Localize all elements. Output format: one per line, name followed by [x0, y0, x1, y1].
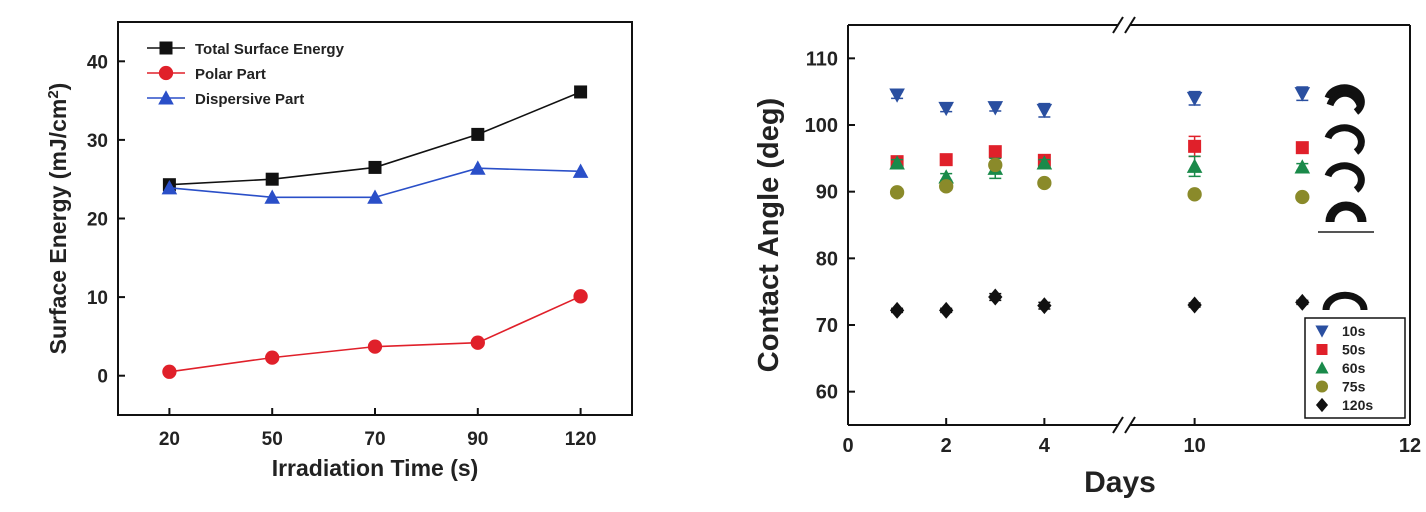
- y-tick-label: 10: [87, 288, 108, 309]
- marker: [1188, 139, 1202, 153]
- axis-break: [1124, 16, 1136, 34]
- marker: [162, 364, 177, 379]
- marker: [939, 179, 954, 194]
- x-tick-label: 10: [1183, 435, 1205, 457]
- y-axis-title: Contact Angle (deg): [753, 98, 785, 372]
- series-line: [169, 295, 581, 373]
- droplet: [1322, 291, 1368, 311]
- legend-label: 120s: [1342, 397, 1373, 413]
- marker: [1036, 155, 1053, 170]
- marker: [574, 85, 588, 99]
- droplet: [1324, 84, 1365, 115]
- marker: [572, 163, 589, 178]
- x-tick-label: 70: [364, 429, 385, 450]
- marker: [158, 90, 174, 105]
- marker: [988, 157, 1003, 173]
- axis-break: [1124, 416, 1136, 434]
- y-axis-title: Surface Energy (mJ/cm2): [45, 83, 72, 355]
- marker: [161, 180, 178, 195]
- marker: [938, 101, 954, 117]
- marker: [1186, 158, 1203, 173]
- marker: [1295, 189, 1310, 205]
- marker: [889, 155, 905, 170]
- y-axis-title-part: Surface Energy (mJ/cm: [45, 99, 71, 355]
- y-tick-label: 110: [806, 48, 838, 70]
- marker: [1295, 141, 1309, 155]
- marker: [1186, 91, 1203, 107]
- marker: [1315, 325, 1329, 338]
- x-tick-label: 0: [842, 435, 853, 457]
- legend-label: 50s: [1342, 342, 1366, 358]
- x-tick-label: 120: [565, 429, 597, 450]
- y-tick-label: 20: [87, 210, 108, 231]
- marker: [889, 185, 905, 200]
- marker: [988, 145, 1002, 159]
- x-tick-label: 90: [467, 429, 488, 450]
- marker: [471, 127, 485, 141]
- y-tick-label: 0: [97, 367, 108, 388]
- marker: [1187, 187, 1202, 202]
- x-tick-label: 12: [1399, 435, 1421, 457]
- x-tick-label: 4: [1039, 435, 1051, 457]
- droplet: [1324, 124, 1365, 155]
- droplet: [1325, 201, 1367, 223]
- marker: [1294, 159, 1311, 174]
- marker: [367, 339, 383, 354]
- marker: [1187, 296, 1202, 314]
- marker: [1315, 380, 1329, 393]
- marker: [939, 153, 953, 167]
- marker: [265, 350, 280, 365]
- y-tick-label: 100: [805, 115, 838, 137]
- marker: [158, 65, 174, 81]
- y-tick-label: 30: [87, 131, 108, 152]
- marker: [1315, 361, 1329, 374]
- x-axis-title: Irradiation Time (s): [272, 455, 479, 481]
- axis-break: [1112, 416, 1124, 434]
- legend-label: 75s: [1342, 379, 1366, 395]
- axis-break: [1112, 16, 1124, 34]
- marker: [368, 160, 382, 174]
- legend-label: Total Surface Energy: [195, 41, 345, 58]
- marker: [1036, 103, 1053, 119]
- y-tick-label: 80: [816, 248, 838, 270]
- x-tick-label: 20: [159, 429, 180, 450]
- marker: [889, 301, 905, 319]
- y-tick-label: 60: [816, 382, 838, 404]
- x-tick-label: 50: [262, 429, 283, 450]
- y-tick-label: 40: [87, 52, 108, 73]
- legend-label: 60s: [1342, 360, 1366, 376]
- y-axis-title-part: 2: [45, 90, 62, 98]
- marker: [1316, 344, 1328, 355]
- marker: [938, 169, 954, 184]
- droplet-icons: [1322, 84, 1368, 311]
- marker: [1295, 293, 1310, 311]
- x-tick-label: 2: [941, 435, 952, 457]
- droplet: [1324, 162, 1365, 193]
- marker: [987, 101, 1004, 116]
- marker: [1294, 87, 1311, 102]
- marker: [1037, 175, 1052, 191]
- marker: [1037, 297, 1052, 315]
- marker: [367, 189, 383, 204]
- marker: [889, 88, 905, 103]
- marker: [573, 289, 588, 304]
- y-axis-title-part: ): [45, 83, 71, 91]
- marker: [988, 288, 1003, 306]
- marker: [470, 335, 485, 350]
- marker: [470, 160, 486, 175]
- marker: [265, 172, 279, 186]
- legend-label: Dispersive Part: [195, 91, 304, 108]
- legend-label: Polar Part: [195, 66, 266, 83]
- y-tick-label: 90: [816, 182, 838, 204]
- y-tick-label: 70: [816, 315, 838, 337]
- marker: [264, 189, 280, 204]
- marker: [939, 301, 954, 319]
- marker: [159, 41, 173, 55]
- legend-label: 10s: [1342, 323, 1366, 339]
- marker: [1315, 397, 1329, 413]
- x-axis-title: Days: [1084, 466, 1156, 499]
